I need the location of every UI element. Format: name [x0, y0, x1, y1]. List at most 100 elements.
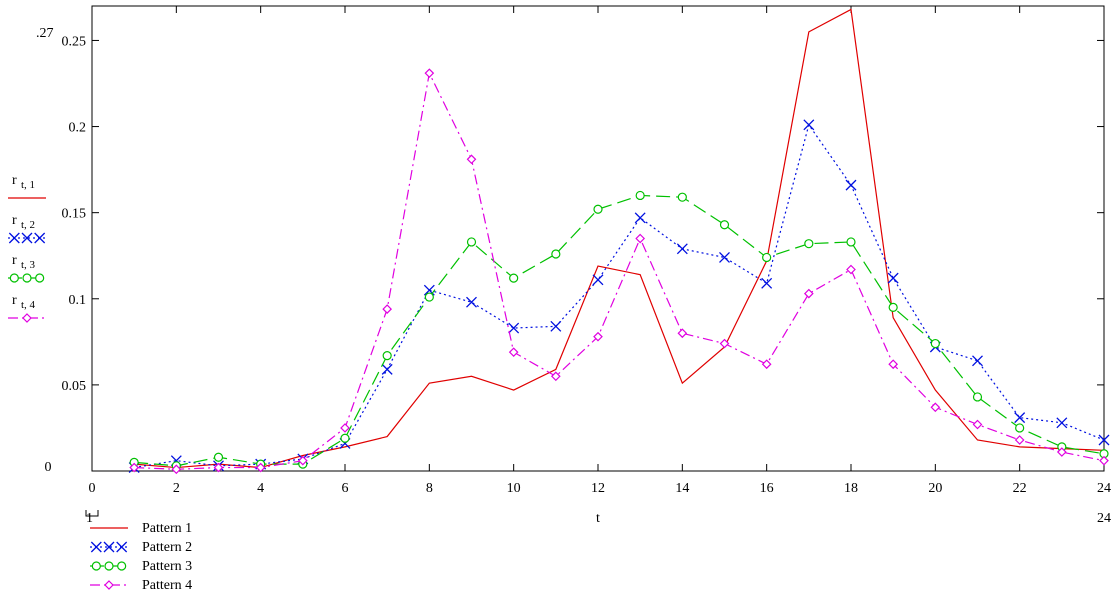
y-tick-label: 0.25: [62, 34, 87, 49]
plot-area: [91, 5, 1105, 472]
y-max-label: .27: [36, 26, 54, 41]
series-line: [134, 194, 1105, 467]
data-point-diamond: [340, 423, 350, 433]
x-tick-label: 12: [591, 481, 605, 496]
series-4: [129, 68, 1109, 475]
y-tick-label: 0.1: [69, 293, 87, 308]
data-point-x: [634, 212, 646, 224]
series-line: [134, 8, 1105, 469]
data-point-circle: [9, 273, 19, 283]
data-point-diamond: [1014, 435, 1025, 445]
data-point-circle: [762, 252, 772, 263]
data-point-x: [381, 363, 393, 375]
y-axis-series-subscript: t, 1: [21, 179, 35, 191]
data-point-x: [1056, 417, 1068, 429]
data-point-x: [21, 232, 33, 244]
x-axis-label: t: [596, 511, 600, 526]
x-min-label: 1: [86, 511, 93, 526]
data-point-circle: [509, 273, 519, 283]
data-point-circle: [117, 561, 127, 571]
data-point-diamond: [104, 580, 114, 590]
x-tick-label: 24: [1097, 481, 1111, 496]
data-point-diamond: [593, 331, 603, 342]
data-point-x: [592, 274, 604, 286]
data-point-x: [719, 251, 730, 263]
data-point-circle: [972, 392, 983, 402]
y-axis-legend-entry: r t, 3: [8, 253, 46, 283]
data-point-diamond: [1056, 447, 1067, 457]
data-point-x: [116, 541, 128, 553]
y-axis-series-subscript: t, 2: [21, 219, 35, 231]
x-tick-label: 4: [257, 481, 264, 496]
data-point-circle: [593, 204, 603, 214]
legend-entry: Pattern 1: [90, 521, 192, 536]
data-point-circle: [677, 192, 687, 202]
data-point-x: [887, 272, 899, 284]
data-point-diamond: [888, 359, 899, 370]
y-axis-series-label: r: [12, 213, 17, 228]
data-point-circle: [382, 351, 392, 361]
y-tick-label: 0: [45, 460, 52, 475]
y-axis-series-label: r: [12, 173, 17, 188]
data-point-circle: [22, 273, 32, 283]
data-point-circle: [424, 292, 434, 302]
data-point-circle: [719, 220, 730, 230]
data-point-diamond: [550, 371, 561, 382]
data-point-x: [508, 322, 520, 334]
data-point-circle: [213, 452, 224, 462]
data-point-diamond: [382, 304, 393, 314]
series-2: [128, 119, 1110, 474]
legend-label: Pattern 2: [142, 540, 192, 555]
series-line: [134, 123, 1105, 469]
data-point-x: [8, 232, 20, 244]
x-max-label: 24: [1097, 511, 1111, 526]
x-tick-label: 20: [928, 481, 942, 496]
series-line: [134, 71, 1105, 470]
data-point-circle: [888, 302, 898, 312]
legend-entry: Pattern 4: [90, 578, 192, 593]
data-point-x: [550, 320, 562, 332]
y-axis-legend-entry: r t, 2: [8, 213, 46, 244]
data-point-circle: [846, 237, 856, 247]
x-tick-label: 2: [173, 481, 180, 496]
data-point-diamond: [846, 264, 856, 275]
data-point-x: [1098, 434, 1110, 446]
data-point-circle: [551, 249, 561, 259]
legend-label: Pattern 3: [142, 559, 192, 574]
data-point-circle: [104, 561, 114, 571]
x-tick-label: 22: [1013, 481, 1027, 496]
data-point-circle: [635, 190, 645, 201]
data-point-x: [803, 119, 815, 131]
data-point-x: [103, 541, 115, 553]
legend-entry: Pattern 3: [90, 559, 192, 574]
x-tick-label: 8: [426, 481, 433, 496]
legend-entry: Pattern 2: [90, 540, 192, 555]
x-tick-label: 18: [844, 481, 858, 496]
y-axis-series-label: r: [12, 293, 17, 308]
y-tick-label: 0.05: [62, 379, 87, 394]
data-point-circle: [930, 338, 940, 349]
y-axis-series-label: r: [12, 253, 17, 268]
legend-label: Pattern 4: [142, 578, 192, 593]
data-point-diamond: [719, 338, 730, 349]
data-point-diamond: [972, 419, 983, 430]
data-point-diamond: [761, 359, 772, 370]
y-axis-series-subscript: t, 3: [21, 259, 36, 271]
data-point-diamond: [255, 462, 266, 473]
data-point-diamond: [424, 68, 435, 79]
data-point-diamond: [129, 462, 140, 473]
data-point-diamond: [171, 464, 182, 475]
y-tick-label: 0.2: [69, 121, 87, 136]
data-point-diamond: [213, 462, 224, 473]
data-point-diamond: [1099, 455, 1109, 466]
data-point-x: [90, 541, 102, 553]
x-tick-label: 16: [760, 481, 774, 496]
series-3: [129, 190, 1109, 471]
x-min-bracket: [85, 510, 99, 517]
y-axis-legend-entry: r t, 1: [8, 173, 46, 199]
data-point-x: [676, 243, 688, 255]
series-1: [134, 8, 1105, 469]
x-tick-label: 14: [675, 481, 689, 496]
data-point-diamond: [803, 288, 814, 299]
data-point-circle: [340, 433, 350, 443]
